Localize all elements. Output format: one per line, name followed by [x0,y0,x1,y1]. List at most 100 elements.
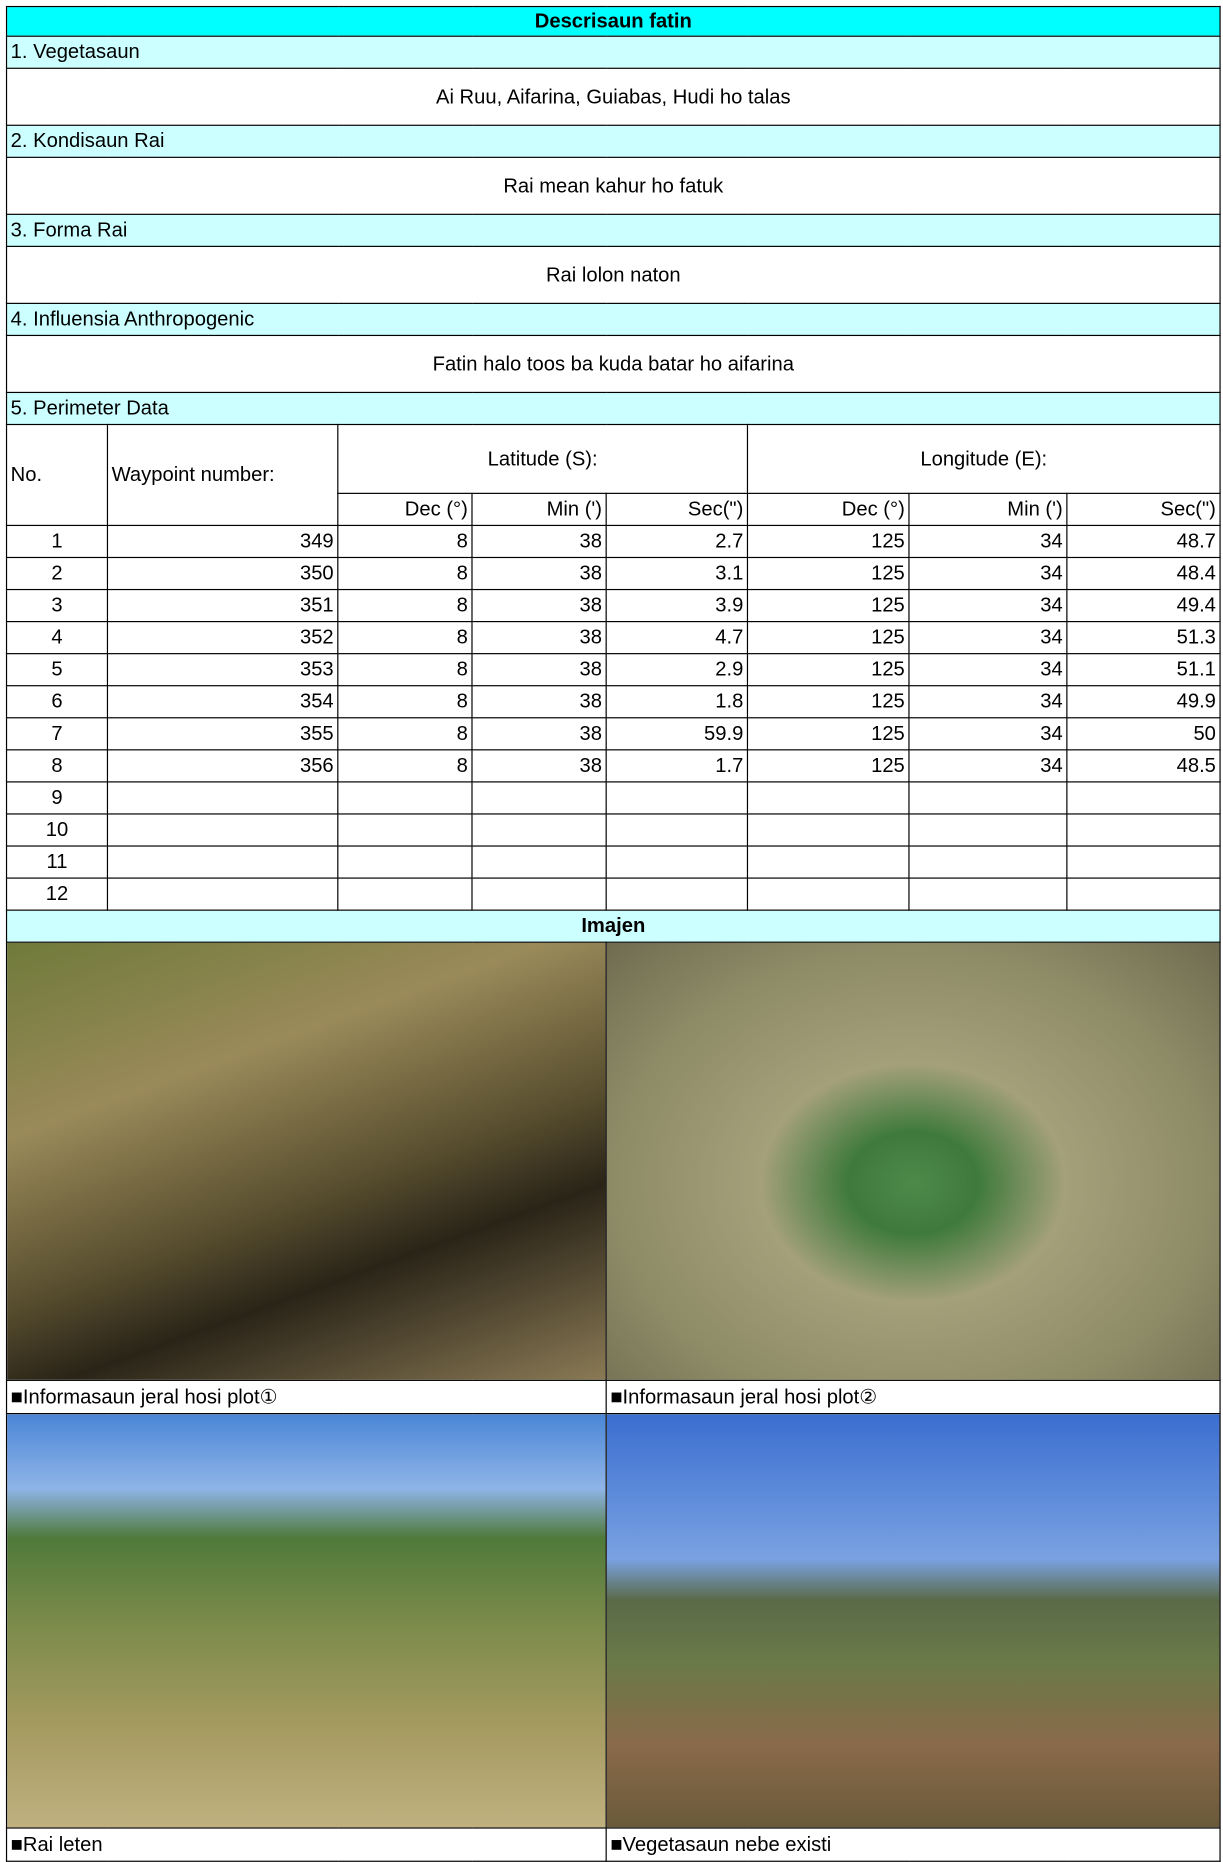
data-cell: 8 [337,556,473,591]
section-heading: 3. Forma Rai [5,213,1221,247]
header-cell: Waypoint number: [106,423,339,527]
data-cell [605,877,749,911]
section-heading-row: Imajen [5,909,1221,943]
row-number: 1 [5,524,109,559]
section-content-row: Rai mean kahur ho fatuk [5,156,1221,215]
data-row: 12 [5,877,1221,911]
photo-row [5,941,1221,1381]
data-row: 5 353 8 38 2.9 125 34 51.1 [5,653,1221,687]
data-cell [746,813,910,847]
data-cell: 3.9 [605,588,749,623]
data-cell: 356 [106,749,339,783]
data-cell: 3.1 [605,556,749,591]
data-cell: 38 [471,621,607,655]
row-number: 2 [5,556,109,591]
data-row: 3 351 8 38 3.9 125 34 49.4 [5,588,1221,623]
photo-caption: ■Rai leten [5,1827,607,1862]
photo [7,1414,605,1827]
data-cell: 38 [471,685,607,719]
data-cell [908,781,1068,815]
section-heading-row: 2. Kondisaun Rai [5,124,1221,158]
data-cell [337,781,473,815]
data-cell [746,781,910,815]
data-cell [471,813,607,847]
data-cell [337,813,473,847]
data-cell: 125 [746,621,910,655]
data-cell: 38 [471,749,607,783]
caption-row: ■Rai leten ■Vegetasaun nebe existi [5,1827,1221,1862]
data-cell: 51.1 [1066,653,1221,687]
data-cell [337,845,473,879]
data-cell: 355 [106,717,339,751]
caption-row: ■Informasaun jeral hosi plot① ■Informasau… [5,1379,1221,1415]
table-header-row: No. Waypoint number: Latitude (S): Longitud… [5,423,1221,527]
data-cell: 8 [337,749,473,783]
data-cell: 352 [106,621,339,655]
row-number: 4 [5,621,109,655]
data-row: 7 355 8 38 59.9 125 34 50 [5,717,1221,751]
data-cell: 38 [471,524,607,559]
data-cell: 125 [746,749,910,783]
survey-form: Descrisaun fatin 1. Vegetasaun Ai Ruu, Aif… [5,5,1221,1862]
photo [607,943,1219,1380]
data-row: 2 350 8 38 3.1 125 34 48.4 [5,556,1221,591]
data-cell: 34 [908,685,1068,719]
row-number: 11 [5,845,109,879]
section-heading-row: 5. Perimeter Data [5,391,1221,426]
data-cell [908,845,1068,879]
header-cell: Longitude (E): [746,423,1221,494]
data-row: 10 [5,813,1221,847]
data-row: 4 352 8 38 4.7 125 34 51.3 [5,621,1221,655]
data-row: 8 356 8 38 1.7 125 34 48.5 [5,749,1221,783]
data-cell: 2.9 [605,653,749,687]
header-cell: Sec(") [1066,492,1221,527]
data-row: 6 354 8 38 1.8 125 34 49.9 [5,685,1221,719]
photo-cell [5,1413,607,1829]
data-cell [605,781,749,815]
row-number: 9 [5,781,109,815]
row-number: 12 [5,877,109,911]
data-cell [908,813,1068,847]
data-cell: 1.8 [605,685,749,719]
header-cell: Min (') [908,492,1068,527]
data-cell: 8 [337,524,473,559]
data-cell: 38 [471,717,607,751]
data-cell: 1.7 [605,749,749,783]
data-cell: 125 [746,556,910,591]
data-cell [1066,781,1221,815]
title-row: Descrisaun fatin [5,5,1221,37]
data-cell [1066,845,1221,879]
photo [607,1414,1219,1827]
data-cell: 34 [908,524,1068,559]
data-cell [471,781,607,815]
data-cell: 8 [337,717,473,751]
section-heading: 1. Vegetasaun [5,35,1221,69]
data-cell: 48.5 [1066,749,1221,783]
data-cell: 4.7 [605,621,749,655]
data-cell: 8 [337,588,473,623]
data-cell: 125 [746,588,910,623]
data-cell: 350 [106,556,339,591]
data-cell [106,781,339,815]
table-subheader-row: Dec (°) Min (') Sec(") Dec (°) Min (') Sec(") [7,492,1221,527]
data-row: 9 [5,781,1221,815]
header-cell: Sec(") [605,492,749,527]
section-content-row: Rai lolon naton [5,245,1221,304]
data-cell: 125 [746,524,910,559]
data-cell [337,877,473,911]
data-cell [1066,813,1221,847]
data-cell [746,845,910,879]
data-cell [471,877,607,911]
photo [7,943,605,1380]
images-heading: Imajen [5,909,1221,943]
data-cell: 34 [908,556,1068,591]
section-heading-row: 1. Vegetasaun [5,35,1221,69]
data-cell: 2.7 [605,524,749,559]
data-cell [471,845,607,879]
data-cell [1066,877,1221,911]
title: Descrisaun fatin [5,5,1221,37]
photo-caption: ■Informasaun jeral hosi plot② [605,1379,1221,1415]
data-cell [106,877,339,911]
data-cell: 38 [471,588,607,623]
section-text: Rai lolon naton [5,245,1221,304]
